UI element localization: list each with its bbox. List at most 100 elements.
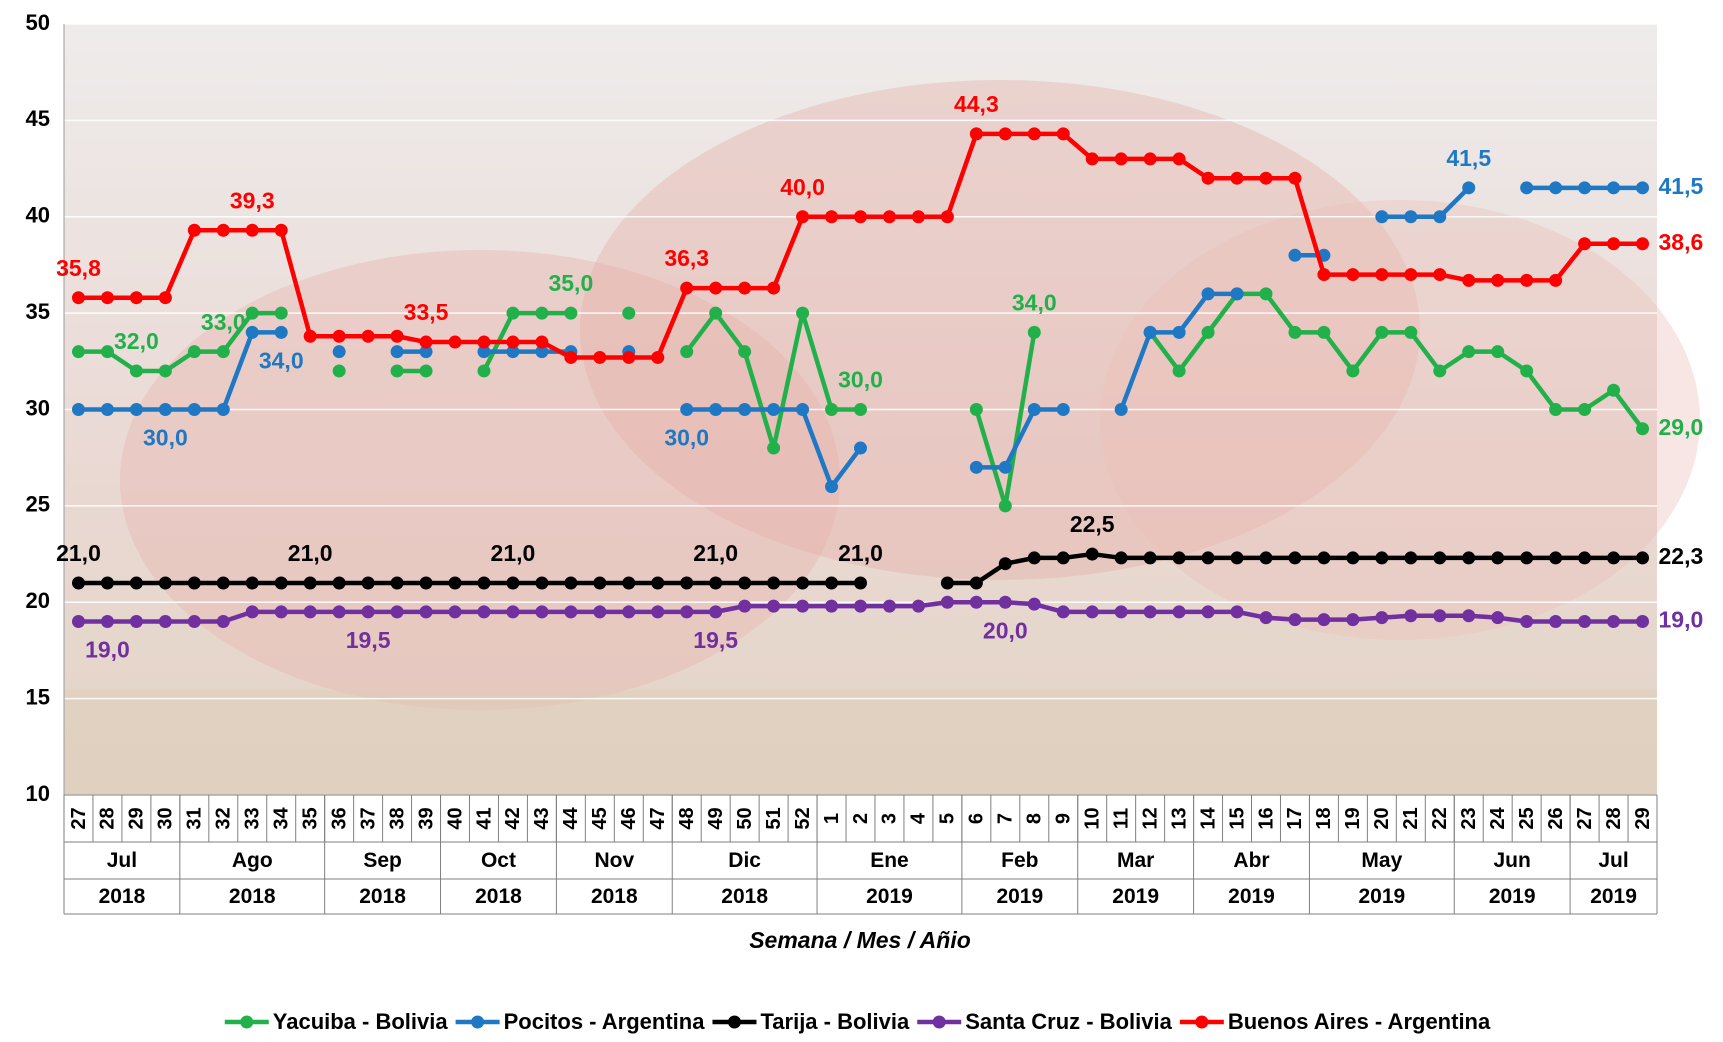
data-point — [419, 605, 433, 619]
month-label: Sep — [363, 849, 402, 872]
data-point — [1027, 127, 1041, 141]
y-tick-label: 10 — [26, 781, 50, 806]
data-point — [593, 605, 607, 619]
data-point — [477, 605, 491, 619]
data-point — [1143, 152, 1157, 166]
data-point — [825, 210, 839, 224]
data-point — [940, 576, 954, 590]
data-point — [1636, 615, 1650, 629]
data-point — [187, 223, 201, 237]
data-point — [1578, 615, 1592, 629]
year-label: 2019 — [866, 885, 913, 908]
data-point — [71, 345, 85, 359]
data-point — [1230, 551, 1244, 565]
data-point — [245, 223, 259, 237]
x-tick-label: 48 — [676, 807, 698, 829]
x-tick-label: 29 — [1632, 807, 1654, 829]
x-tick-label: 11 — [1110, 808, 1132, 829]
data-point — [216, 576, 230, 590]
data-point — [622, 306, 636, 320]
data-point — [1404, 210, 1418, 224]
data-point — [1520, 273, 1534, 287]
data-point — [274, 325, 288, 339]
data-point — [796, 403, 810, 416]
data-point — [1433, 609, 1447, 623]
data-label: 29,0 — [1659, 414, 1704, 440]
data-point — [1549, 615, 1563, 629]
data-point — [1172, 364, 1186, 378]
data-point — [1172, 152, 1186, 166]
data-point — [245, 306, 259, 320]
data-point — [158, 291, 172, 305]
data-point — [1288, 325, 1302, 339]
data-point — [100, 403, 114, 416]
data-point — [332, 329, 346, 343]
data-point — [1549, 551, 1563, 565]
data-point — [274, 306, 288, 320]
data-point — [1520, 181, 1534, 195]
legend-label: Yacuiba - Bolivia — [273, 1009, 449, 1034]
data-label: 22,5 — [1070, 511, 1115, 537]
data-point — [1491, 611, 1505, 625]
data-point — [506, 345, 520, 359]
data-point — [1549, 403, 1563, 416]
data-point — [1520, 364, 1534, 378]
data-point — [1085, 605, 1099, 619]
data-point — [709, 306, 723, 320]
data-point — [1578, 237, 1592, 251]
data-point — [911, 599, 925, 613]
data-point — [825, 403, 839, 416]
month-label: May — [1361, 849, 1402, 872]
year-label: 2018 — [359, 885, 406, 908]
data-point — [1636, 237, 1650, 251]
data-label: 35,8 — [56, 255, 101, 281]
x-axis-title: Semana / Mes / Añio — [749, 927, 971, 953]
data-point — [825, 576, 839, 590]
data-point — [1549, 273, 1563, 287]
x-tick-label: 12 — [1139, 807, 1161, 829]
data-label: 21,0 — [288, 540, 333, 566]
data-point — [911, 210, 925, 224]
x-tick-label: 9 — [1053, 813, 1075, 824]
data-point — [535, 576, 549, 590]
data-point — [1404, 325, 1418, 339]
data-point — [1375, 268, 1389, 282]
data-point — [419, 576, 433, 590]
data-point — [998, 595, 1012, 609]
data-point — [854, 403, 867, 416]
data-point — [1259, 611, 1273, 625]
data-point — [796, 599, 810, 613]
data-point — [709, 403, 723, 416]
data-label: 36,3 — [664, 245, 709, 271]
data-point — [1462, 273, 1476, 287]
data-point — [1230, 171, 1244, 185]
data-label: 22,3 — [1659, 543, 1704, 569]
data-point — [1607, 237, 1621, 251]
data-point — [1375, 210, 1389, 224]
x-tick-label: 37 — [357, 807, 379, 829]
x-tick-label: 18 — [1313, 807, 1335, 829]
data-point — [680, 403, 694, 416]
legend-marker — [1195, 1015, 1209, 1029]
month-label: Nov — [594, 849, 634, 872]
data-point — [390, 329, 404, 343]
data-point — [1404, 609, 1418, 623]
data-point — [1027, 403, 1041, 416]
data-point — [158, 576, 172, 590]
x-tick-label: 27 — [68, 807, 90, 829]
y-tick-label: 50 — [26, 10, 50, 35]
data-point — [680, 281, 694, 295]
year-label: 2019 — [996, 885, 1043, 908]
x-tick-label: 32 — [213, 807, 235, 829]
data-point — [129, 615, 143, 629]
x-tick-label: 51 — [763, 807, 785, 829]
data-point — [854, 576, 867, 590]
data-point — [738, 576, 752, 590]
data-point — [187, 345, 201, 359]
data-point — [969, 403, 983, 416]
data-point — [1317, 325, 1331, 339]
x-tick-label: 4 — [908, 812, 930, 824]
data-point — [622, 350, 636, 364]
data-label: 19,5 — [346, 627, 391, 653]
